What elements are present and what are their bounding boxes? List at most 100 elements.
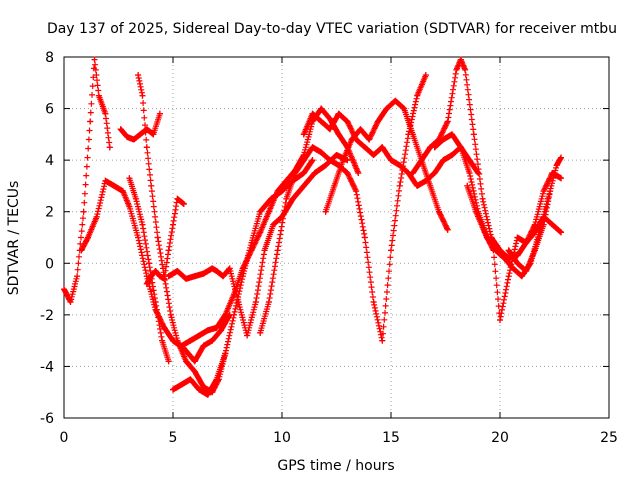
data-point bbox=[95, 92, 102, 99]
data-point bbox=[91, 56, 98, 63]
data-point bbox=[143, 144, 150, 151]
data-point bbox=[239, 265, 246, 272]
data-point bbox=[78, 247, 85, 254]
data-point bbox=[466, 157, 473, 164]
data-point bbox=[130, 136, 137, 143]
data-point bbox=[204, 391, 211, 398]
data-point bbox=[348, 136, 355, 143]
data-point bbox=[124, 133, 131, 140]
data-point bbox=[159, 337, 166, 344]
data-point bbox=[379, 144, 386, 151]
data-point bbox=[344, 170, 351, 177]
data-point bbox=[283, 195, 290, 202]
data-point bbox=[318, 149, 325, 156]
data-point bbox=[213, 376, 220, 383]
data-point bbox=[418, 157, 425, 164]
data-point bbox=[191, 368, 198, 375]
data-point bbox=[431, 144, 438, 151]
data-point bbox=[200, 342, 207, 349]
data-point bbox=[248, 247, 255, 254]
data-point bbox=[497, 317, 503, 324]
data-point bbox=[300, 131, 307, 138]
data-point bbox=[422, 72, 429, 79]
y-tick-label: 0 bbox=[45, 256, 54, 272]
data-point bbox=[309, 144, 316, 151]
data-point bbox=[102, 110, 109, 117]
data-point bbox=[457, 56, 464, 63]
data-point bbox=[148, 273, 155, 280]
data-point bbox=[540, 221, 547, 228]
data-point bbox=[137, 131, 144, 138]
data-point bbox=[156, 110, 163, 117]
data-point bbox=[322, 162, 329, 169]
data-point bbox=[427, 182, 434, 189]
data-point bbox=[209, 265, 216, 272]
data-point bbox=[226, 265, 233, 272]
x-axis-label: GPS time / hours bbox=[277, 458, 394, 474]
data-point bbox=[135, 72, 142, 79]
grid-layer bbox=[64, 57, 609, 418]
data-point bbox=[379, 337, 386, 344]
data-point bbox=[311, 170, 318, 177]
data-point bbox=[87, 118, 94, 125]
data-point bbox=[220, 273, 227, 280]
data-point bbox=[178, 342, 185, 349]
data-point bbox=[340, 157, 347, 164]
data-point bbox=[154, 234, 161, 241]
data-point bbox=[183, 275, 190, 282]
data-point bbox=[167, 311, 174, 318]
data-point bbox=[257, 329, 264, 336]
data-point bbox=[148, 182, 155, 189]
data-point bbox=[409, 131, 416, 138]
data-point bbox=[435, 208, 442, 215]
data-point bbox=[204, 327, 211, 334]
data-point bbox=[222, 311, 229, 318]
data-point bbox=[479, 195, 486, 202]
data-point bbox=[265, 208, 272, 215]
series-layer bbox=[61, 56, 565, 398]
data-point bbox=[61, 286, 67, 293]
data-point bbox=[257, 208, 264, 215]
data-point bbox=[392, 97, 399, 104]
series-sat-k bbox=[300, 110, 482, 189]
data-point bbox=[274, 188, 281, 195]
data-point bbox=[106, 144, 113, 151]
data-point bbox=[74, 273, 81, 280]
data-point bbox=[453, 66, 460, 73]
data-point bbox=[401, 105, 408, 112]
data-point bbox=[514, 260, 521, 267]
data-point bbox=[102, 177, 109, 184]
data-point bbox=[514, 234, 521, 241]
data-point bbox=[326, 157, 333, 164]
y-tick-label: 8 bbox=[45, 50, 54, 66]
data-point bbox=[490, 247, 497, 254]
data-point bbox=[67, 298, 74, 305]
data-point bbox=[174, 195, 181, 202]
data-point bbox=[152, 268, 159, 275]
data-point bbox=[501, 255, 508, 262]
data-point bbox=[84, 234, 91, 241]
data-point bbox=[161, 324, 168, 331]
plot-frame bbox=[63, 56, 610, 419]
data-point bbox=[139, 92, 146, 99]
x-tick-label: 5 bbox=[169, 430, 178, 446]
data-point bbox=[274, 247, 281, 254]
data-point bbox=[366, 136, 373, 143]
data-point bbox=[283, 177, 290, 184]
data-point bbox=[170, 386, 176, 393]
data-point bbox=[187, 337, 194, 344]
data-point bbox=[156, 273, 163, 280]
data-point bbox=[143, 280, 150, 287]
data-point bbox=[187, 376, 194, 383]
data-point bbox=[161, 275, 168, 282]
data-point bbox=[444, 118, 451, 125]
data-point bbox=[300, 157, 307, 164]
data-point bbox=[531, 247, 538, 254]
data-point bbox=[309, 157, 316, 164]
data-point bbox=[93, 213, 100, 220]
data-point bbox=[523, 268, 530, 275]
data-point bbox=[178, 381, 185, 388]
data-point bbox=[396, 162, 403, 169]
